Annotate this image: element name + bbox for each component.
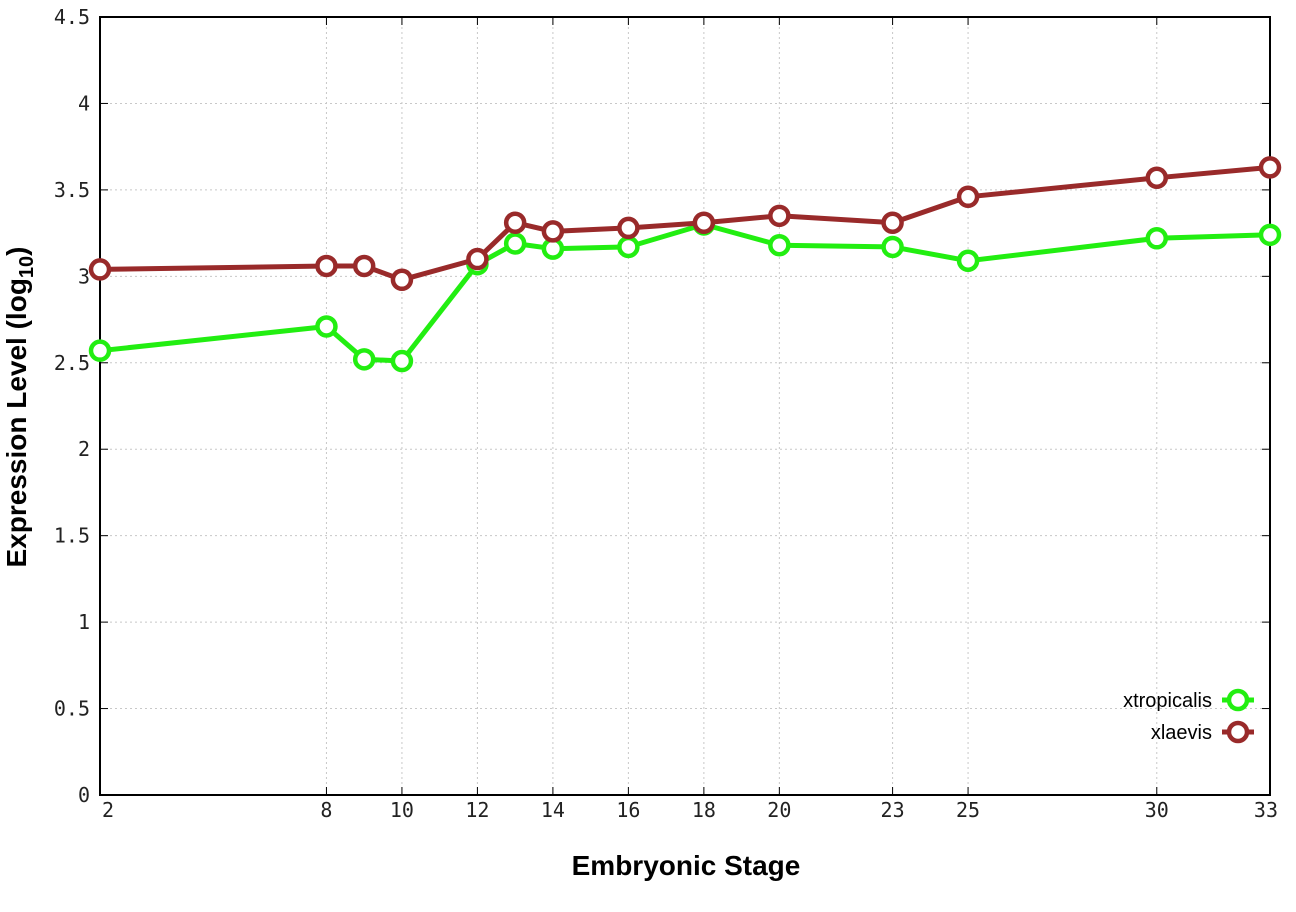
- x-tick-label: 8: [320, 798, 332, 822]
- y-axis-title: Expression Level (log10): [1, 247, 38, 568]
- y-tick-label: 1.5: [54, 524, 90, 548]
- series-line-xtropicalis: [99, 222, 1271, 364]
- x-axis-title: Embryonic Stage: [572, 850, 801, 881]
- data-point-xlaevis: [315, 254, 338, 278]
- y-tick-label: 3.5: [54, 178, 90, 202]
- data-point-xlaevis: [466, 247, 489, 271]
- ticks: 2 8 10 12 14 16 18 20 23 25 30 33 0 0.5 1 1.5 2 2.5 3 3.5 4 4…: [54, 5, 1278, 822]
- x-tick-label: 12: [465, 798, 489, 822]
- y-tick-label: 2: [78, 437, 90, 461]
- x-tick-label: 10: [390, 798, 414, 822]
- y-tick-label: 4.5: [54, 5, 90, 29]
- data-point-xlaevis: [1145, 166, 1169, 190]
- data-point-xtropicalis: [768, 233, 791, 257]
- data-point-xlaevis: [503, 211, 527, 234]
- legend: xtropicalis xlaevis: [1123, 688, 1254, 744]
- data-point-xtropicalis: [315, 315, 338, 338]
- data-point-xtropicalis: [956, 249, 980, 273]
- data-point-xlaevis: [1258, 156, 1282, 179]
- x-tick-label: 25: [956, 798, 980, 822]
- data-point-xlaevis: [88, 258, 112, 281]
- data-point-xlaevis: [692, 211, 716, 234]
- data-point-xtropicalis: [617, 235, 640, 259]
- x-tick-label: 2: [102, 798, 114, 822]
- y-tick-label: 0: [78, 783, 90, 807]
- data-point-xlaevis: [541, 220, 565, 243]
- legend-label-xtropicalis: xtropicalis: [1123, 690, 1212, 712]
- y-tick-label: 0.5: [54, 697, 90, 721]
- data-point-xtropicalis: [503, 232, 527, 255]
- data-point-xtropicalis: [390, 349, 414, 373]
- plot-frame: [99, 16, 1271, 796]
- legend-marker-xlaevis: [1226, 720, 1250, 744]
- data-point-xlaevis: [956, 185, 980, 209]
- y-tick-label: 4: [78, 91, 90, 115]
- y-axis-title-suffix: ): [1, 247, 32, 256]
- x-tick-label: 16: [616, 798, 640, 822]
- y-tick-label: 1: [78, 610, 90, 634]
- data-point-xlaevis: [390, 268, 414, 292]
- x-tick-label: 14: [541, 798, 565, 822]
- data-point-xtropicalis: [352, 348, 376, 371]
- data-point-xlaevis: [352, 254, 376, 278]
- series-line-xlaevis: [99, 164, 1271, 283]
- y-axis-title-main: Expression Level (log: [1, 278, 32, 567]
- data-point-xtropicalis: [881, 235, 904, 259]
- series: [88, 156, 1282, 373]
- x-tick-label: 20: [767, 798, 791, 822]
- legend-label-xlaevis: xlaevis: [1151, 722, 1212, 744]
- data-point-xtropicalis: [1258, 223, 1282, 247]
- x-tick-label: 23: [881, 798, 905, 822]
- data-point-xtropicalis: [88, 339, 112, 362]
- data-point-xlaevis: [881, 211, 904, 234]
- data-point-xtropicalis: [1145, 227, 1169, 250]
- x-tick-label: 33: [1254, 798, 1278, 822]
- y-tick-label: 2.5: [54, 351, 90, 375]
- x-tick-label: 18: [692, 798, 716, 822]
- y-axis-title-subscript: 10: [16, 256, 38, 278]
- data-point-xlaevis: [768, 204, 791, 228]
- grid: [100, 17, 1270, 795]
- x-tick-label: 30: [1145, 798, 1169, 822]
- data-point-xlaevis: [617, 216, 640, 240]
- legend-marker-xtropicalis: [1226, 688, 1250, 712]
- y-tick-label: 3: [78, 264, 90, 288]
